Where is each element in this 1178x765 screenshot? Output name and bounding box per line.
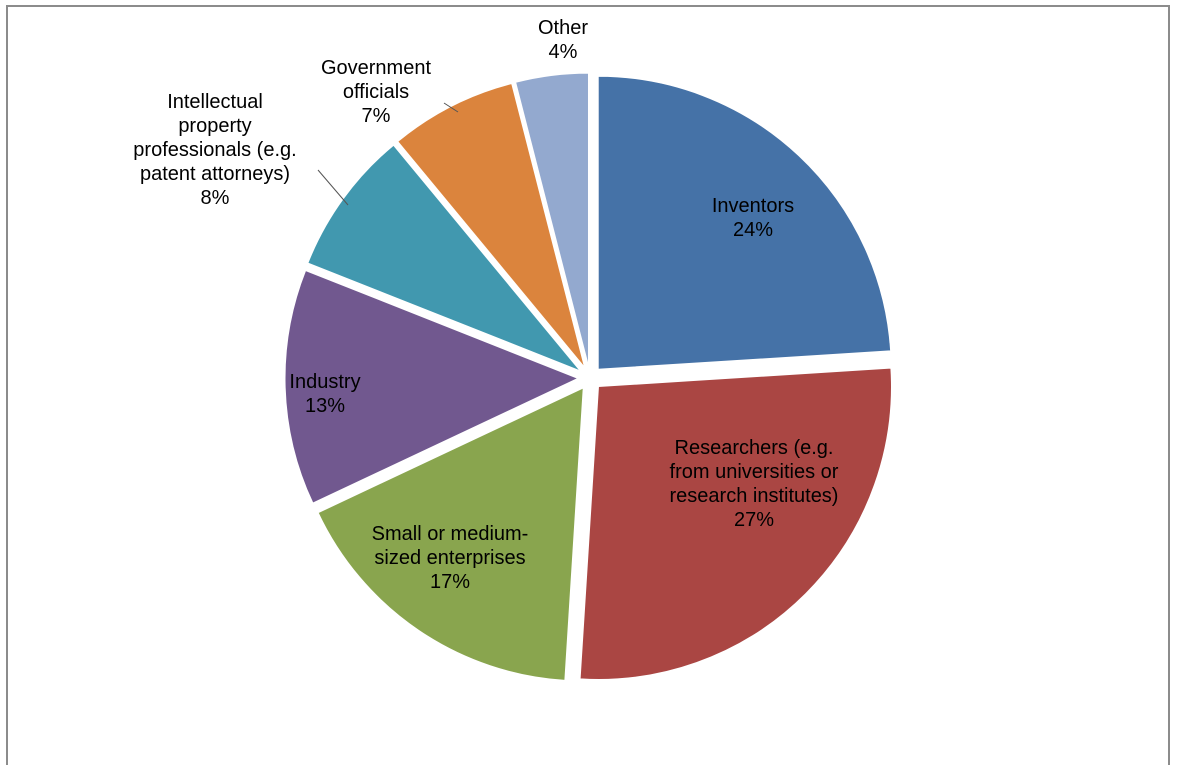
slice-label-4: Intellectual property professionals (e.g. p… [133,91,296,209]
slice-label-line: Other [538,17,588,39]
slice-label-2: Small or medium-sized enterprises 17% [372,523,529,593]
slice-label-line: Researchers (e.g. [675,437,834,459]
pie-slice-0 [597,75,892,370]
slice-label-line: patent attorneys) [140,163,290,185]
slice-label-line: Inventors [712,195,794,217]
pie-slice-1 [579,367,892,680]
slice-label-line: property [178,115,251,137]
slice-label-line: from universities or [670,461,839,483]
slice-label-line: research institutes) [670,485,839,507]
slice-label-line: 8% [201,187,230,209]
slice-label-line: Industry [289,371,360,393]
slice-label-5: Government officials 7% [321,57,431,127]
slice-label-line: sized enterprises [374,547,525,569]
slice-label-line: 24% [733,219,773,241]
slice-label-0: Inventors 24% [712,195,794,241]
slice-label-line: officials [343,81,409,103]
pie-slice-5 [397,82,586,368]
slice-label-line: 17% [430,571,470,593]
slice-label-3: Industry 13% [289,371,360,417]
slice-label-line: 13% [305,395,345,417]
slice-label-6: Other 4% [538,17,588,63]
pie-slice-6 [515,72,589,367]
pie-slice-2 [317,387,584,681]
slice-label-line: Small or medium- [372,523,529,545]
slice-label-line: Government [321,57,431,79]
slice-label-line: 4% [549,41,578,63]
leader-line-4 [317,169,349,206]
pie-slice-3 [284,269,580,504]
slice-label-line: professionals (e.g. [133,139,296,161]
slice-label-1: Researchers (e.g. from universities or res… [670,437,839,531]
slice-label-line: 27% [734,509,774,531]
slice-label-line: Intellectual [167,91,263,113]
slice-label-line: 7% [362,105,391,127]
leader-line-5 [443,102,459,113]
